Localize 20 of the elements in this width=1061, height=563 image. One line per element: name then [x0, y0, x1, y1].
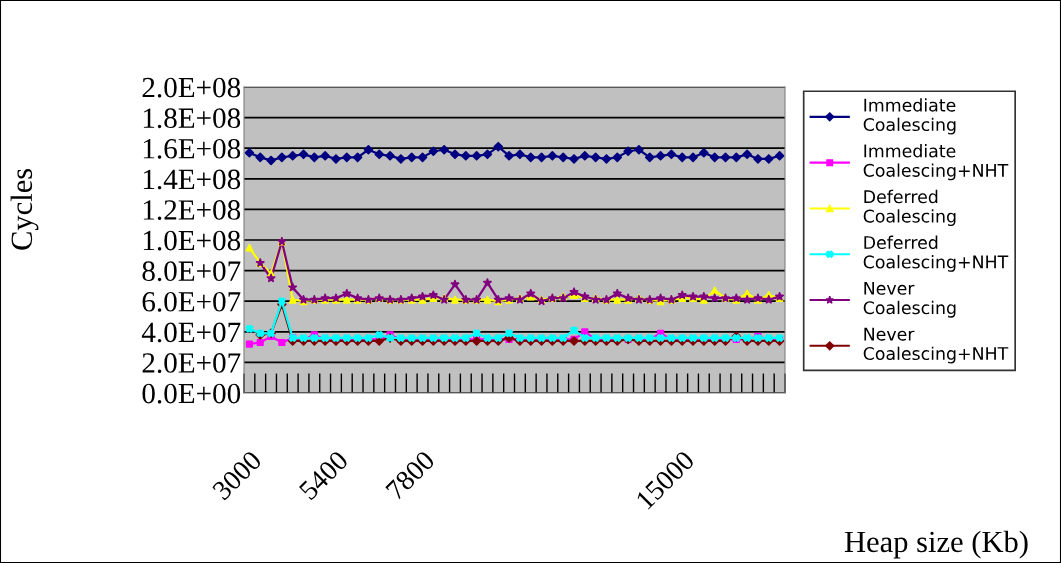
legend-label: Never Coalescing: [863, 281, 956, 318]
y-tick-label: 0.0E+00: [142, 383, 241, 404]
legend-label: Immediate Coalescing+NHT: [863, 144, 1009, 181]
x-tick-label: 7800: [385, 449, 436, 501]
y-tick-label: 1.0E+08: [143, 230, 241, 251]
y-tick-label: 1.4E+08: [143, 169, 241, 190]
y-tick-label: 2.0E+08: [142, 77, 241, 98]
y-tick-label: 4.0E+07: [141, 322, 241, 343]
legend-label: Deferred Coalescing: [863, 189, 956, 227]
y-tick-label: 8.0E+07: [142, 261, 241, 282]
legend-label: Immediate Coalescing: [863, 98, 956, 135]
y-tick-label: 1.6E+08: [143, 138, 241, 159]
x-axis-title: Heap size (Kb): [844, 530, 1028, 559]
y-tick-label: 6.0E+07: [142, 291, 241, 312]
y-axis-title: Cycles: [10, 168, 39, 250]
y-tick-label: 1.2E+08: [143, 200, 241, 220]
legend-label: Never Coalescing+NHT: [863, 327, 1009, 364]
legend-label: Deferred Coalescing+NHT: [863, 235, 1009, 272]
y-tick-label: 2.0E+07: [142, 353, 241, 373]
y-tick-label: 1.8E+08: [143, 108, 241, 129]
